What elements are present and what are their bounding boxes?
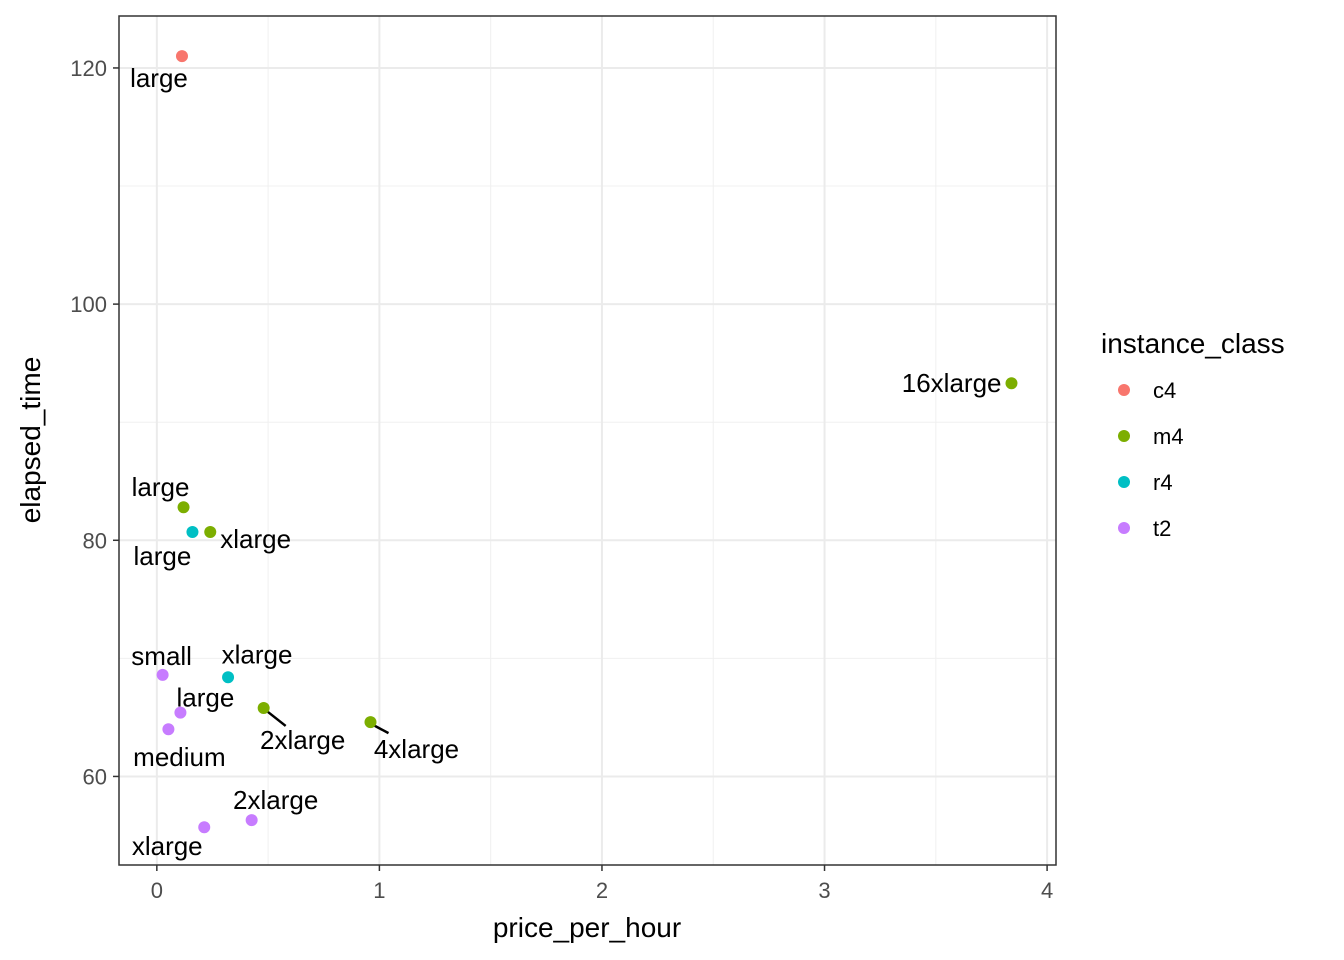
point-label: 2xlarge xyxy=(233,785,318,815)
x-axis-title: price_per_hour xyxy=(493,912,681,943)
legend-label: c4 xyxy=(1153,378,1176,403)
legend-key-m4 xyxy=(1118,430,1130,442)
y-tick-label: 100 xyxy=(70,292,107,317)
data-points xyxy=(156,50,1018,834)
legend-label: m4 xyxy=(1153,424,1184,449)
x-axis-ticks: 0 1 2 3 4 xyxy=(151,865,1053,903)
data-point-m4 xyxy=(257,701,270,714)
y-axis-ticks: 60 80 100 120 xyxy=(70,56,119,789)
y-axis-title: elapsed_time xyxy=(15,357,46,524)
data-point-t2 xyxy=(198,821,211,834)
point-label: large xyxy=(132,472,190,502)
data-point-c4 xyxy=(175,50,188,63)
x-tick-label: 1 xyxy=(373,878,385,903)
data-point-m4 xyxy=(1005,377,1018,390)
legend-label: t2 xyxy=(1153,516,1171,541)
point-label: 16xlarge xyxy=(902,368,1002,398)
point-label: xlarge xyxy=(220,524,291,554)
point-label: 2xlarge xyxy=(260,725,345,755)
label-leader-line xyxy=(265,709,287,727)
data-point-r4 xyxy=(222,671,235,684)
x-tick-label: 3 xyxy=(818,878,830,903)
data-point-m4 xyxy=(177,501,190,514)
panel-background xyxy=(119,16,1056,865)
legend-label: r4 xyxy=(1153,470,1173,495)
x-tick-label: 2 xyxy=(596,878,608,903)
legend-key-c4 xyxy=(1118,384,1130,396)
data-point-t2 xyxy=(245,814,258,827)
x-tick-label: 0 xyxy=(151,878,163,903)
major-gridlines xyxy=(119,16,1056,865)
point-label: medium xyxy=(133,742,225,772)
label-leader-line xyxy=(372,724,390,735)
point-labels: large 16xlarge large xlarge 2xlarge 4xlarge la… xyxy=(130,63,1001,861)
y-tick-label: 80 xyxy=(83,528,107,553)
point-label: small xyxy=(131,641,192,671)
legend: instance_class c4 m4 r4 t2 xyxy=(1101,328,1285,541)
x-tick-label: 4 xyxy=(1041,878,1053,903)
data-point-t2 xyxy=(174,706,187,719)
data-point-m4 xyxy=(364,716,377,729)
legend-key-r4 xyxy=(1118,476,1130,488)
data-point-m4 xyxy=(204,526,217,539)
point-label: xlarge xyxy=(132,831,203,861)
point-label: large xyxy=(134,541,192,571)
data-point-t2 xyxy=(156,668,169,681)
point-label: large xyxy=(130,63,188,93)
point-label: 4xlarge xyxy=(374,734,459,764)
panel-border xyxy=(118,15,1057,866)
point-label: large xyxy=(177,683,235,713)
point-label: xlarge xyxy=(222,639,293,669)
y-tick-label: 120 xyxy=(70,56,107,81)
minor-gridlines xyxy=(119,16,1056,865)
data-point-r4 xyxy=(186,526,199,539)
legend-title: instance_class xyxy=(1101,328,1285,359)
label-leader-lines xyxy=(265,709,390,735)
y-tick-label: 60 xyxy=(83,764,107,789)
legend-key-t2 xyxy=(1118,522,1130,534)
data-point-t2 xyxy=(162,723,175,736)
